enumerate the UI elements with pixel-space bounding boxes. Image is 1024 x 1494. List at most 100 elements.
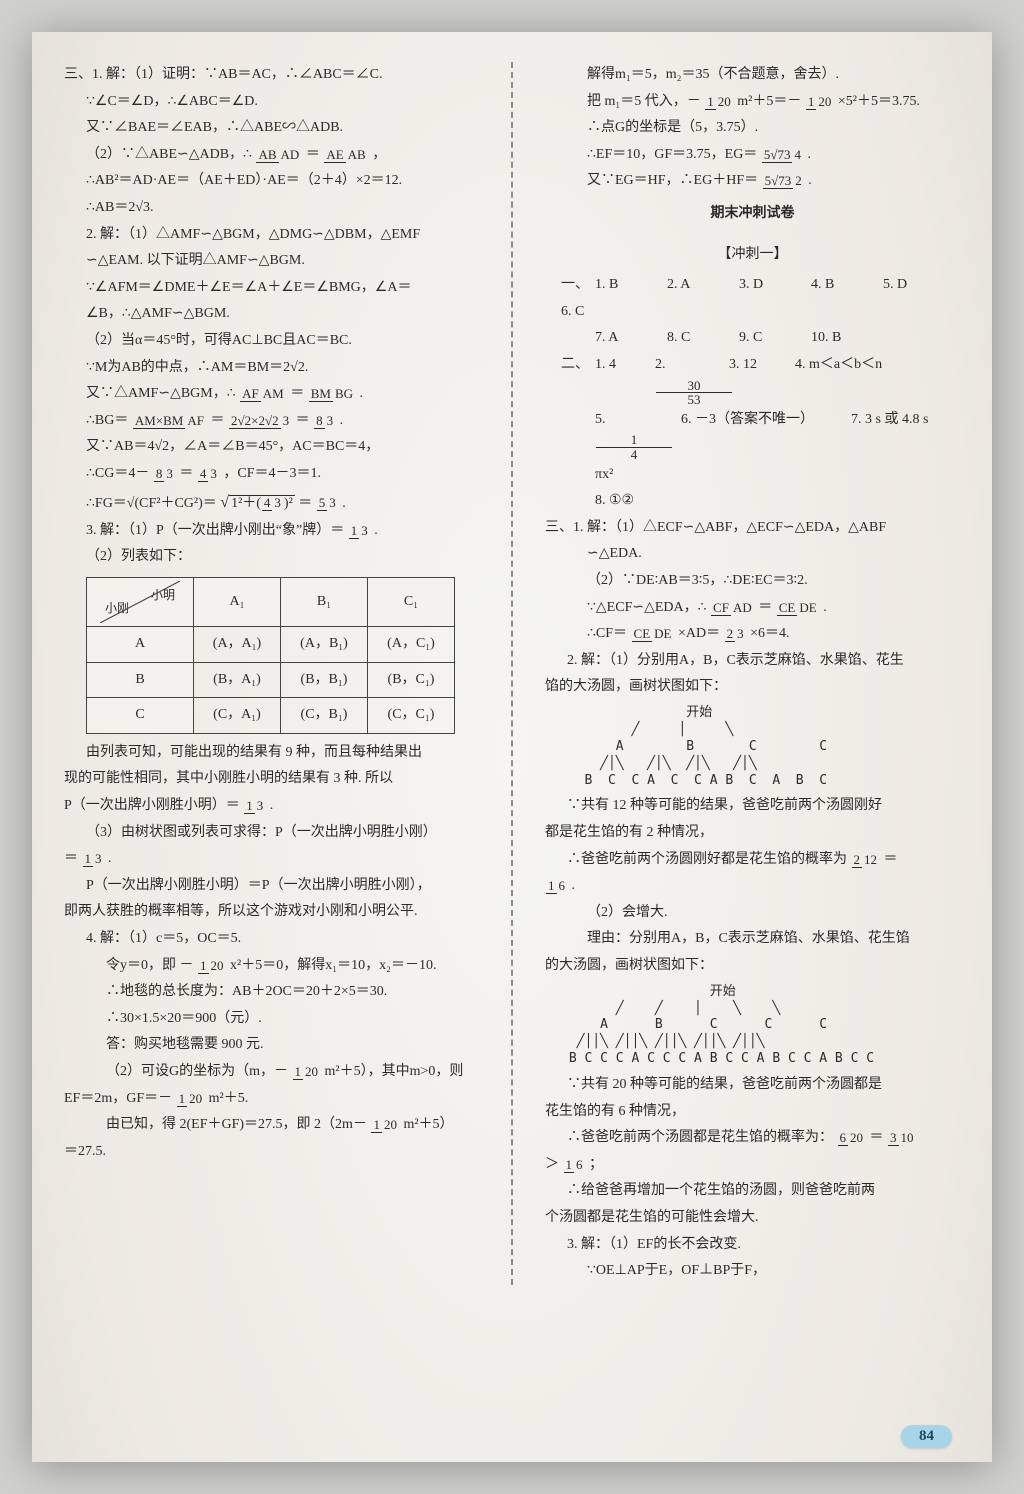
text: 的大汤圆，画树状图如下： [541,953,964,980]
answers-row-2c: 8. ①② [541,488,964,515]
table-header-diag: 小明小刚 [87,578,194,627]
fraction: 3053 [656,379,728,407]
text: 小刚 [105,597,129,620]
text: . [807,147,811,162]
text: ∵OE⊥AP于E，OF⊥BP于F， [541,1258,964,1285]
text: ； [589,1157,603,1172]
text: 又∵AB＝4√2，∠A＝∠B＝45°，AC＝BC＝4， [60,434,483,461]
text: 4. 解：（1）c＝5，OC＝5. [60,926,483,953]
text: 2. [655,352,727,379]
text: （2）∵△ABE∽△ADB，∴ ABAD ＝ AEAB ， [60,142,483,169]
text: P（一次出牌小刚胜小明）＝P（一次出牌小明胜小刚）， [60,873,483,900]
table-cell: (A，B₁) [281,627,368,663]
table-header: A₁ [194,578,281,627]
answer: 8. ①② [595,488,667,515]
answers-row-1: 一、 1. B 2. A 3. D 4. B 5. D 6. C [541,272,964,325]
text: 又∵∠BAE＝∠EAB，∴△ABE∽△ADB. [60,115,483,142]
fraction: 13 [83,852,104,866]
text: ＝ 13 . [60,846,483,873]
text: ， [372,147,386,162]
fraction: 310 [888,1131,916,1145]
answer: 10. B [811,325,883,352]
text: ∴CG＝4－ 83 ＝ 43 ，CF＝4－3＝1. [60,461,483,488]
section-heading: 期末冲刺试卷 [541,201,964,228]
text: ∵共有 12 种等可能的结果，爸爸吃前两个汤圆刚好 [541,793,964,820]
table-header: C₁ [368,578,455,627]
text: ∴EF＝10，GF＝3.75，EG＝ [587,147,757,162]
fraction: 120 [198,959,226,973]
text: ∠B，∴△AMF∽△BGM. [60,301,483,328]
text: 馅的大汤圆，画树状图如下： [541,674,964,701]
text: ∴AB＝2√3. [60,195,483,222]
text: 令y＝0，即 － 120 x²＋5＝0，解得x₁＝10，x₂＝－10. [60,953,483,980]
text: ∴地毯的总长度为：AB＋2OC＝20＋2×5＝30. [60,979,483,1006]
text: ∴爸爸吃前两个汤圆都是花生馅的概率为： 620 ＝ 310 [541,1125,964,1152]
text: ∵共有 20 种等可能的结果，爸爸吃前两个汤圆都是 [541,1072,964,1099]
fraction: AM×BMAF [133,414,206,428]
text: ∵△ECF∽△EDA，∴ CFAD ＝ CEDE . [541,595,964,622]
text: P（一次出牌小刚胜小明）＝ [64,798,240,813]
table-header: A [87,627,194,663]
text: 小明 [151,584,175,607]
text: P（一次出牌小刚胜小明）＝ 13 . [60,793,483,820]
table-cell: (C，A₁) [194,698,281,734]
answer: 2. 3053 [655,352,729,407]
text: 2. 解：（1）△AMF∽△BGM，△DMG∽△DBM，△EMF [60,222,483,249]
text: ∴FG＝√(CF²＋CG²)＝ √1²＋(43)² ＝ 53 . [60,488,483,518]
text: 答：购买地毯需要 900 元. [60,1032,483,1059]
table-cell: (B，A₁) [194,662,281,698]
answer: 7. A [595,325,667,352]
column-separator [511,62,513,1285]
text: m²＋5. [209,1091,249,1106]
text: 3. 解：（1）P（一次出牌小刚出“象”牌）＝ [86,523,344,538]
answer: 3. 12 [729,352,795,407]
spacer [561,488,595,515]
fraction: 43 [262,496,283,510]
text: ＝ [290,386,304,401]
text: ∴30×1.5×20＝900（元）. [60,1006,483,1033]
table-cell: (A，A₁) [194,627,281,663]
fraction: 83 [154,467,175,481]
fraction: 620 [838,1131,866,1145]
text: ∵∠C＝∠D，∴∠ABC＝∠D. [60,89,483,116]
table-cell: (C，B₁) [281,698,368,734]
table-row: A (A，A₁) (A，B₁) (A，C₁) [87,627,455,663]
text: ∴CF＝ CEDE ×AD＝ 23 ×6＝4. [541,621,964,648]
text: ∽△EDA. [541,541,964,568]
text: 三、1. 解：（1）证明：∵AB＝AC，∴∠ABC＝∠C. [60,62,483,89]
text: （2）会增大. [541,900,964,927]
text: ∵∠AFM＝∠DME＋∠E＝∠A＋∠E＝∠BMG，∠A＝ [60,275,483,302]
text: ∴CF＝ [587,626,627,641]
text: ＝ [179,466,193,481]
text: （2）列表如下： [60,544,483,571]
text: ∴EF＝10，GF＝3.75，EG＝ 5√734 . [541,142,964,169]
spacer [561,407,595,488]
text: 又∵△AMF∽△BGM，∴ [86,386,236,401]
answer: 8. C [667,325,739,352]
answer: 9. C [739,325,811,352]
fraction: 120 [371,1118,399,1132]
spacer [561,325,595,352]
text: EF＝2m，GF＝－ 120 m²＋5. [60,1086,483,1113]
fraction: CEDE [632,627,674,641]
text: ＝ [296,413,310,428]
fraction: 53 [317,496,338,510]
text: （2）可设G的坐标为（m，－ 120 m²＋5），其中m>0，则 [60,1059,483,1086]
text: 即两人获胜的概率相等，所以这个游戏对小刚和小明公平. [60,899,483,926]
probability-table: 小明小刚 A₁ B₁ C₁ A (A，A₁) (A，B₁) (A，C₁) B (… [86,577,455,734]
fraction: 13 [244,799,265,813]
table-header: B [87,662,194,698]
text: ＝ [298,496,312,511]
fraction: 5√734 [762,148,803,162]
answer: 5. 14 πx² [595,407,681,488]
text: （2）可设G的坐标为（m，－ [106,1064,288,1079]
text: ∴爸爸吃前两个汤圆刚好都是花生馅的概率为 [567,852,847,867]
answer: 1. 4 [595,352,655,407]
text: ∴给爸爸再增加一个花生馅的汤圆，则爸爸吃前两 [541,1178,964,1205]
text: ∴CG＝4－ [86,466,149,481]
table-row: C (C，A₁) (C，B₁) (C，C₁) [87,698,455,734]
text: m²＋5＝－ [737,94,801,109]
text: 把 m₁＝5 代入，－ 120 m²＋5＝－ 120 ×5²＋5＝3.75. [541,89,964,116]
text: . [108,851,112,866]
table-cell: (B，C₁) [368,662,455,698]
